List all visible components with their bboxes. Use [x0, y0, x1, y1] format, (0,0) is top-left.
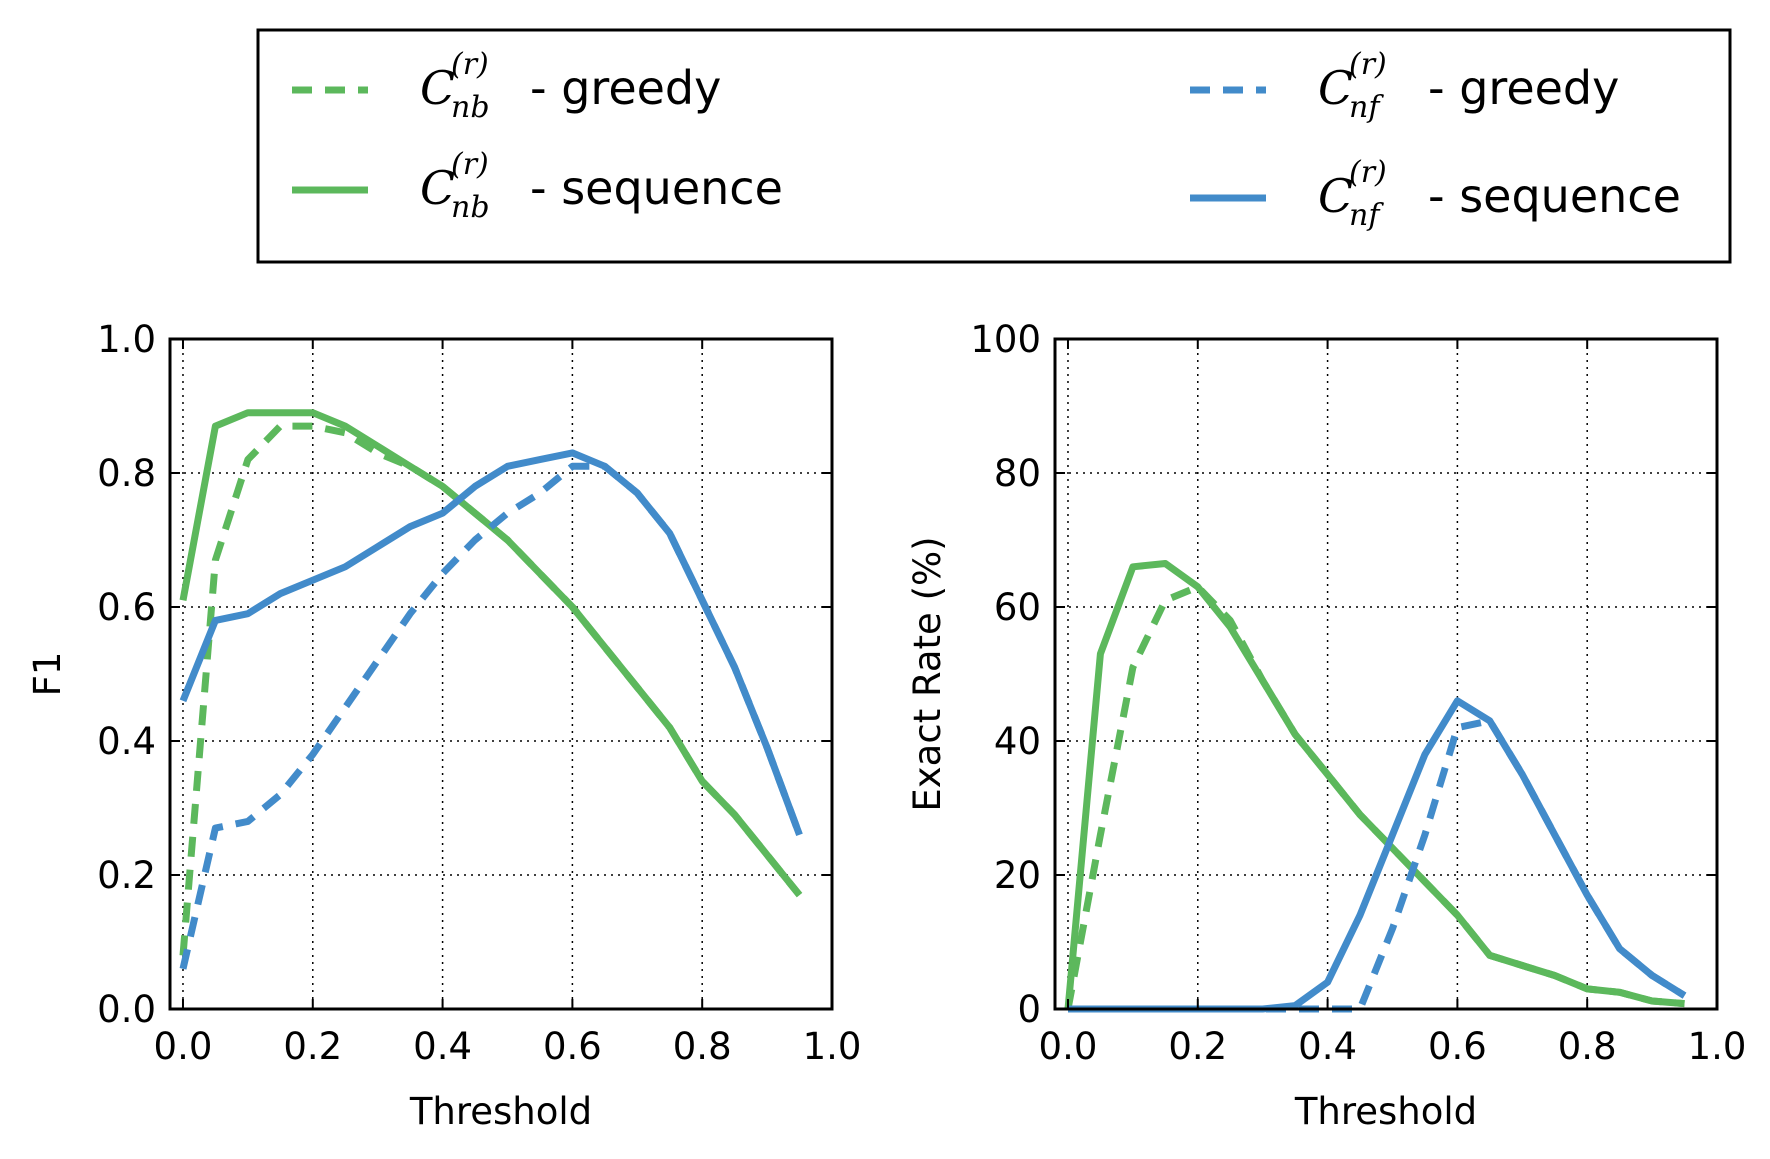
- x-tick-label: 0.2: [283, 1025, 342, 1068]
- y-axis-label-exact-rate: Exact Rate (%): [906, 536, 949, 811]
- x-tick-label: 0.8: [673, 1025, 732, 1068]
- y-axis-label-f1: F1: [26, 652, 69, 697]
- dashed-series-line-nb: [1064, 583, 1685, 1010]
- y-tick-label: 0: [1017, 988, 1041, 1031]
- legend: Cnb (r) - greedy Cnb (r) - sequence Cnf (r) - gr…: [256, 28, 1732, 264]
- legend-entry: Cnf (r) - greedy: [1190, 47, 1619, 125]
- y-tick-label: 0.4: [97, 720, 156, 763]
- solid-series-line-nb: [179, 409, 803, 898]
- grid-exact-rate: [1055, 339, 1717, 1009]
- legend-label: - greedy: [530, 61, 721, 115]
- axes-frame-exact-rate: [1053, 337, 1719, 1011]
- axes-frame-f1: [168, 337, 834, 1011]
- x-tick-label: 0.4: [1298, 1025, 1357, 1068]
- series-layer-exact-rate: [1064, 560, 1687, 1013]
- legend-symbol: C: [1318, 61, 1353, 115]
- x-tick-label: 0.0: [154, 1025, 213, 1068]
- solid-series-line-nb: [1064, 560, 1685, 1010]
- legend-superscript: (r): [1349, 47, 1387, 82]
- y-tick-label: 20: [994, 854, 1041, 897]
- legend-symbol: C: [420, 161, 455, 215]
- y-tick-label: 1.0: [97, 318, 156, 361]
- legend-subscript: nb: [451, 190, 490, 225]
- legend-entry: Cnb (r) - sequence: [292, 147, 783, 225]
- dashed-series-line-nf: [1068, 717, 1687, 1013]
- x-tick-label: 0.8: [1558, 1025, 1617, 1068]
- solid-series-line-nf: [179, 449, 803, 837]
- x-axis-label-exact-rate: Threshold: [1294, 1090, 1477, 1133]
- legend-label: - sequence: [530, 161, 783, 215]
- x-tick-label: 0.0: [1039, 1025, 1098, 1068]
- panel-exact-rate: 0.0 0.2 0.4 0.6 0.8 1.0 0 20 40 60 80 100 Threshold…: [906, 318, 1746, 1133]
- x-tick-label: 1.0: [803, 1025, 862, 1068]
- x-tick-label: 1.0: [1688, 1025, 1747, 1068]
- legend-subscript: nf: [1349, 198, 1384, 233]
- legend-label: - sequence: [1428, 169, 1681, 223]
- dashed-series-line-nb: [179, 422, 803, 956]
- legend-frame: [256, 28, 1732, 264]
- legend-symbol: C: [1318, 169, 1353, 223]
- x-tick-label: 0.6: [1428, 1025, 1487, 1068]
- legend-entry: Cnf (r) - sequence: [1190, 155, 1681, 233]
- y-tick-label: 40: [994, 720, 1041, 763]
- y-tick-label: 0.8: [97, 452, 156, 495]
- y-tick-label: 0.2: [97, 854, 156, 897]
- legend-label: - greedy: [1428, 61, 1619, 115]
- x-tick-label: 0.6: [543, 1025, 602, 1068]
- legend-superscript: (r): [1349, 155, 1387, 190]
- legend-entry: Cnb (r) - greedy: [292, 47, 721, 125]
- legend-symbol: C: [420, 61, 455, 115]
- x-tick-label: 0.4: [413, 1025, 472, 1068]
- ticks-exact-rate: 0.0 0.2 0.4 0.6 0.8 1.0 0 20 40 60 80 100: [970, 318, 1746, 1068]
- y-tick-label: 100: [970, 318, 1041, 361]
- panel-f1: 0.0 0.2 0.4 0.6 0.8 1.0 0.0 0.2 0.4 0.6 0.8 1.0 Thr…: [26, 318, 861, 1133]
- y-tick-label: 0.0: [97, 988, 156, 1031]
- legend-superscript: (r): [451, 147, 489, 182]
- legend-subscript: nb: [451, 90, 490, 125]
- ticks-f1: 0.0 0.2 0.4 0.6 0.8 1.0 0.0 0.2 0.4 0.6 0.8 1.0: [97, 318, 861, 1068]
- y-tick-label: 60: [994, 586, 1041, 629]
- x-axis-label-f1: Threshold: [409, 1090, 592, 1133]
- dashed-series-line-nf: [179, 462, 803, 970]
- y-tick-label: 80: [994, 452, 1041, 495]
- legend-superscript: (r): [451, 47, 489, 82]
- x-tick-label: 0.2: [1168, 1025, 1227, 1068]
- series-layer-f1: [179, 409, 803, 970]
- legend-subscript: nf: [1349, 90, 1384, 125]
- y-tick-label: 0.6: [97, 586, 156, 629]
